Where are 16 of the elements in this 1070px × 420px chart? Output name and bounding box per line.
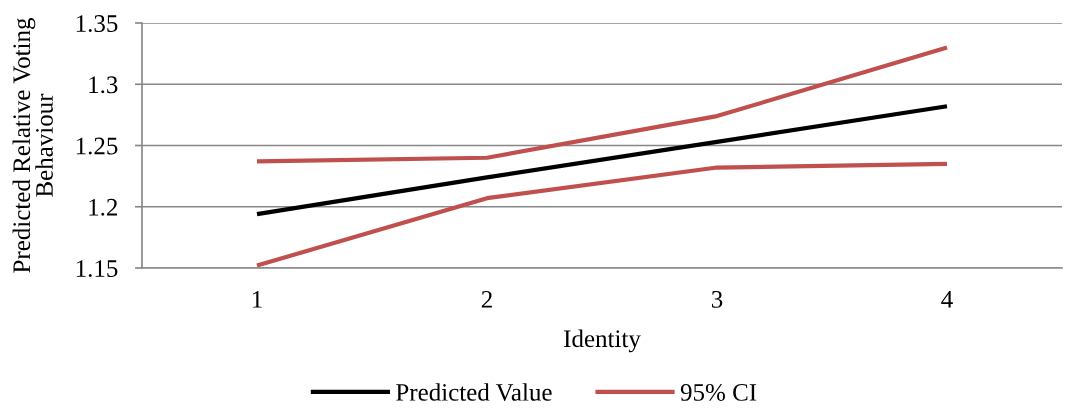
x-tick-label: 3 bbox=[711, 291, 723, 308]
legend-label: Predicted Value bbox=[396, 383, 552, 401]
y-tick-label: 1.15 bbox=[76, 260, 118, 278]
y-tick-label: 1.2 bbox=[89, 198, 118, 216]
line-series bbox=[254, 45, 950, 164]
x-tick-label: 1 bbox=[252, 291, 262, 308]
x-axis-title: Identity bbox=[564, 329, 641, 353]
line-series bbox=[254, 161, 950, 268]
x-tick-label: 2 bbox=[481, 291, 492, 308]
y-tick-label: 1.3 bbox=[89, 76, 118, 94]
x-tick-label: 4 bbox=[941, 291, 953, 308]
y-axis-title: Predicted Relative Voting Behaviour bbox=[12, 17, 53, 273]
line-series bbox=[254, 104, 950, 217]
y-tick-label: 1.35 bbox=[76, 15, 118, 33]
legend-label: 95% CI bbox=[680, 383, 757, 401]
y-tick-label: 1.25 bbox=[76, 137, 118, 155]
